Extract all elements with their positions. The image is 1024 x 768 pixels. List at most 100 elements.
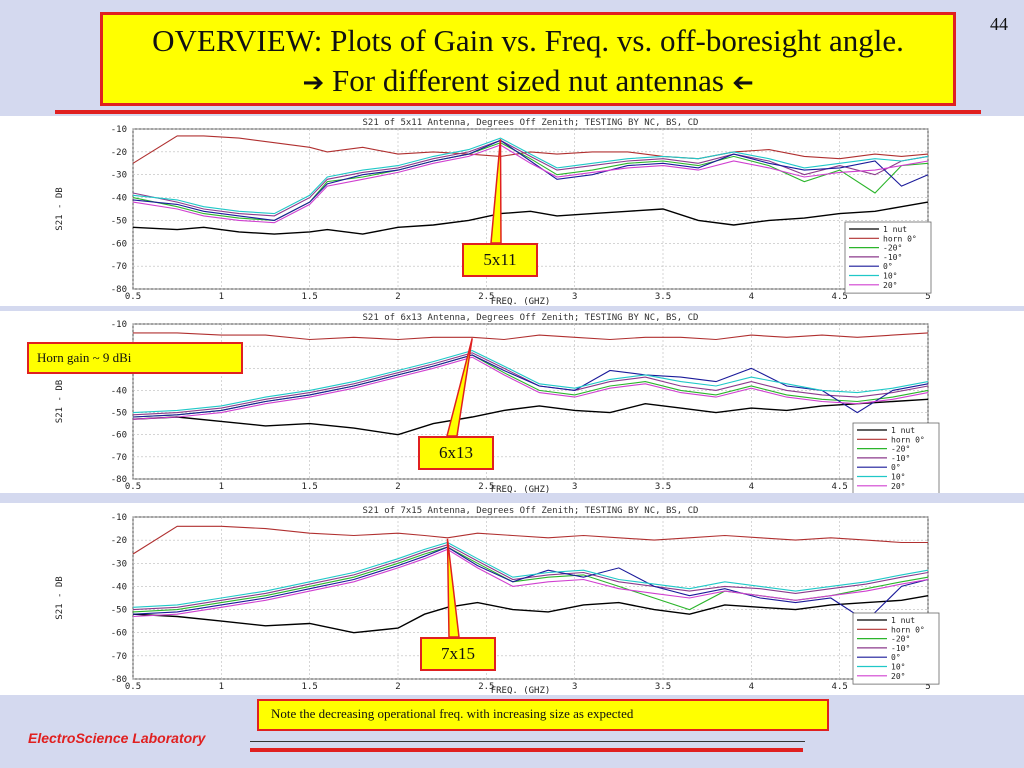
series-line-6 (132, 144, 929, 224)
series-line-0 (132, 398, 929, 436)
callout-6x13: 6x13 (418, 436, 494, 470)
legend-box (844, 221, 932, 294)
x-tick-label: 4.5 (832, 682, 848, 692)
y-tick-label: -60 (111, 431, 127, 441)
x-tick-label: 2.5 (478, 292, 494, 302)
title-line-2-text: For different sized nut antennas (332, 63, 724, 98)
x-tick-label: 5 (925, 682, 930, 692)
legend-label: 0° (891, 463, 901, 472)
y-tick-label: -60 (111, 239, 127, 249)
y-tick-label: -40 (111, 386, 127, 396)
x-tick-label: 5 (925, 292, 930, 302)
series-line-6 (132, 356, 929, 420)
series-line-5 (132, 541, 929, 608)
slide-number: 44 (990, 14, 1008, 34)
x-tick-label: 4.5 (832, 292, 848, 302)
chart-panel-7x15: S21 of 7x15 Antenna, Degrees Off Zenith;… (0, 503, 1024, 695)
title-underline (55, 110, 981, 114)
chart-panel-5x11: S21 of 5x11 Antenna, Degrees Off Zenith;… (0, 116, 1024, 306)
chart-5x11: S21 of 5x11 Antenna, Degrees Off Zenith;… (55, 118, 932, 306)
chart-title: S21 of 5x11 Antenna, Degrees Off Zenith;… (363, 118, 699, 128)
legend-label: -20° (891, 445, 910, 454)
series-line-0 (132, 595, 929, 634)
legend-label: 0° (883, 262, 893, 271)
x-tick-label: 0.5 (125, 482, 141, 492)
y-tick-label: -10 (111, 513, 127, 523)
y-tick-label: -10 (111, 320, 127, 330)
callout-arrow (490, 139, 502, 244)
x-tick-label: 4 (749, 292, 754, 302)
y-tick-label: -80 (111, 285, 127, 295)
footer-red-rule (250, 748, 803, 752)
x-tick-label: 2.5 (478, 682, 494, 692)
y-axis-label: S21 - DB (55, 187, 65, 230)
y-tick-label: -60 (111, 629, 127, 639)
x-tick-label: 0.5 (125, 292, 141, 302)
series-line-4 (132, 354, 929, 418)
x-tick-label: 3.5 (655, 682, 671, 692)
legend-label: 10° (891, 663, 905, 672)
legend-label: horn 0° (883, 234, 917, 243)
x-tick-label: 2.5 (478, 482, 494, 492)
legend-label: 1 nut (891, 426, 915, 435)
chart-panel-6x13: S21 of 6x13 Antenna, Degrees Off Zenith;… (0, 311, 1024, 493)
footer-lab-name: ElectroScience Laboratory (28, 730, 206, 746)
x-tick-label: 3 (572, 482, 577, 492)
chart-7x15: S21 of 7x15 Antenna, Degrees Off Zenith;… (55, 506, 940, 695)
series-line-3 (132, 352, 929, 416)
x-tick-label: 2 (395, 682, 400, 692)
y-axis-label: S21 - DB (55, 380, 65, 423)
series-line-1 (133, 332, 929, 341)
x-tick-label: 2 (395, 292, 400, 302)
title-line-2: ➔ For different sized nut antennas ➔ (103, 61, 953, 103)
x-tick-label: 4.5 (832, 482, 848, 492)
chart-title: S21 of 7x15 Antenna, Degrees Off Zenith;… (363, 506, 699, 516)
legend-label: horn 0° (891, 435, 925, 444)
x-tick-label: 1 (219, 482, 224, 492)
legend-label: -10° (883, 253, 902, 262)
y-tick-label: -80 (111, 475, 127, 485)
legend-label: horn 0° (891, 625, 925, 634)
x-tick-label: 4 (749, 482, 754, 492)
y-tick-label: -70 (111, 652, 127, 662)
callout-5x11: 5x11 (462, 243, 538, 277)
x-tick-label: 1.5 (302, 292, 318, 302)
series-line-6 (132, 548, 929, 618)
legend-label: 20° (891, 672, 905, 681)
title-box: OVERVIEW: Plots of Gain vs. Freq. vs. of… (100, 12, 956, 106)
legend-label: 20° (883, 281, 897, 290)
x-axis-label: FREQ. (GHZ) (491, 297, 551, 306)
y-tick-label: -40 (111, 582, 127, 592)
legend-label: -20° (891, 635, 910, 644)
legend-box (852, 612, 940, 685)
legend-label: -10° (891, 644, 910, 653)
x-axis-label: FREQ. (GHZ) (491, 485, 551, 493)
chart-6x13: S21 of 6x13 Antenna, Degrees Off Zenith;… (55, 313, 940, 493)
callout-7x15: 7x15 (420, 637, 496, 671)
horn-gain-note: Horn gain ~ 9 dBi (27, 342, 243, 374)
y-tick-label: -70 (111, 453, 127, 463)
legend-label: 1 nut (883, 225, 907, 234)
legend-label: 1 nut (891, 616, 915, 625)
y-tick-label: -10 (111, 125, 127, 135)
legend-label: -10° (891, 454, 910, 463)
series-line-4 (132, 139, 929, 221)
x-tick-label: 1 (219, 292, 224, 302)
series-line-4 (132, 546, 929, 622)
series-line-1 (132, 525, 928, 555)
x-tick-label: 0.5 (125, 682, 141, 692)
y-tick-label: -50 (111, 409, 127, 419)
footer-rule (250, 741, 805, 742)
series-line-0 (132, 201, 929, 235)
y-tick-label: -20 (111, 536, 127, 546)
title-line-1: OVERVIEW: Plots of Gain vs. Freq. vs. of… (152, 23, 904, 58)
legend-label: 0° (891, 653, 901, 662)
series-line-5 (132, 137, 929, 215)
x-tick-label: 3.5 (655, 292, 671, 302)
legend-label: 10° (891, 473, 905, 482)
y-axis-label: S21 - DB (55, 576, 65, 619)
y-tick-label: -70 (111, 262, 127, 272)
series-line-3 (132, 544, 929, 611)
x-tick-label: 1.5 (302, 682, 318, 692)
